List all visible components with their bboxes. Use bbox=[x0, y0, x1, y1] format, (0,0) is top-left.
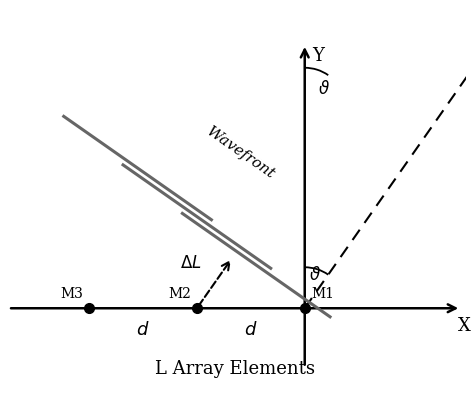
Text: X: X bbox=[458, 317, 471, 335]
Text: $\vartheta$: $\vartheta$ bbox=[318, 80, 330, 98]
Text: $d$: $d$ bbox=[244, 321, 257, 339]
Text: Wavefront: Wavefront bbox=[204, 124, 276, 181]
Text: $\vartheta$: $\vartheta$ bbox=[309, 266, 321, 284]
Text: L Array Elements: L Array Elements bbox=[155, 360, 315, 378]
Text: M3: M3 bbox=[61, 287, 83, 301]
Text: M1: M1 bbox=[311, 287, 334, 301]
Text: $\Delta L$: $\Delta L$ bbox=[180, 255, 202, 272]
Text: $d$: $d$ bbox=[136, 321, 150, 339]
Text: M2: M2 bbox=[169, 287, 191, 301]
Text: Y: Y bbox=[312, 47, 324, 65]
